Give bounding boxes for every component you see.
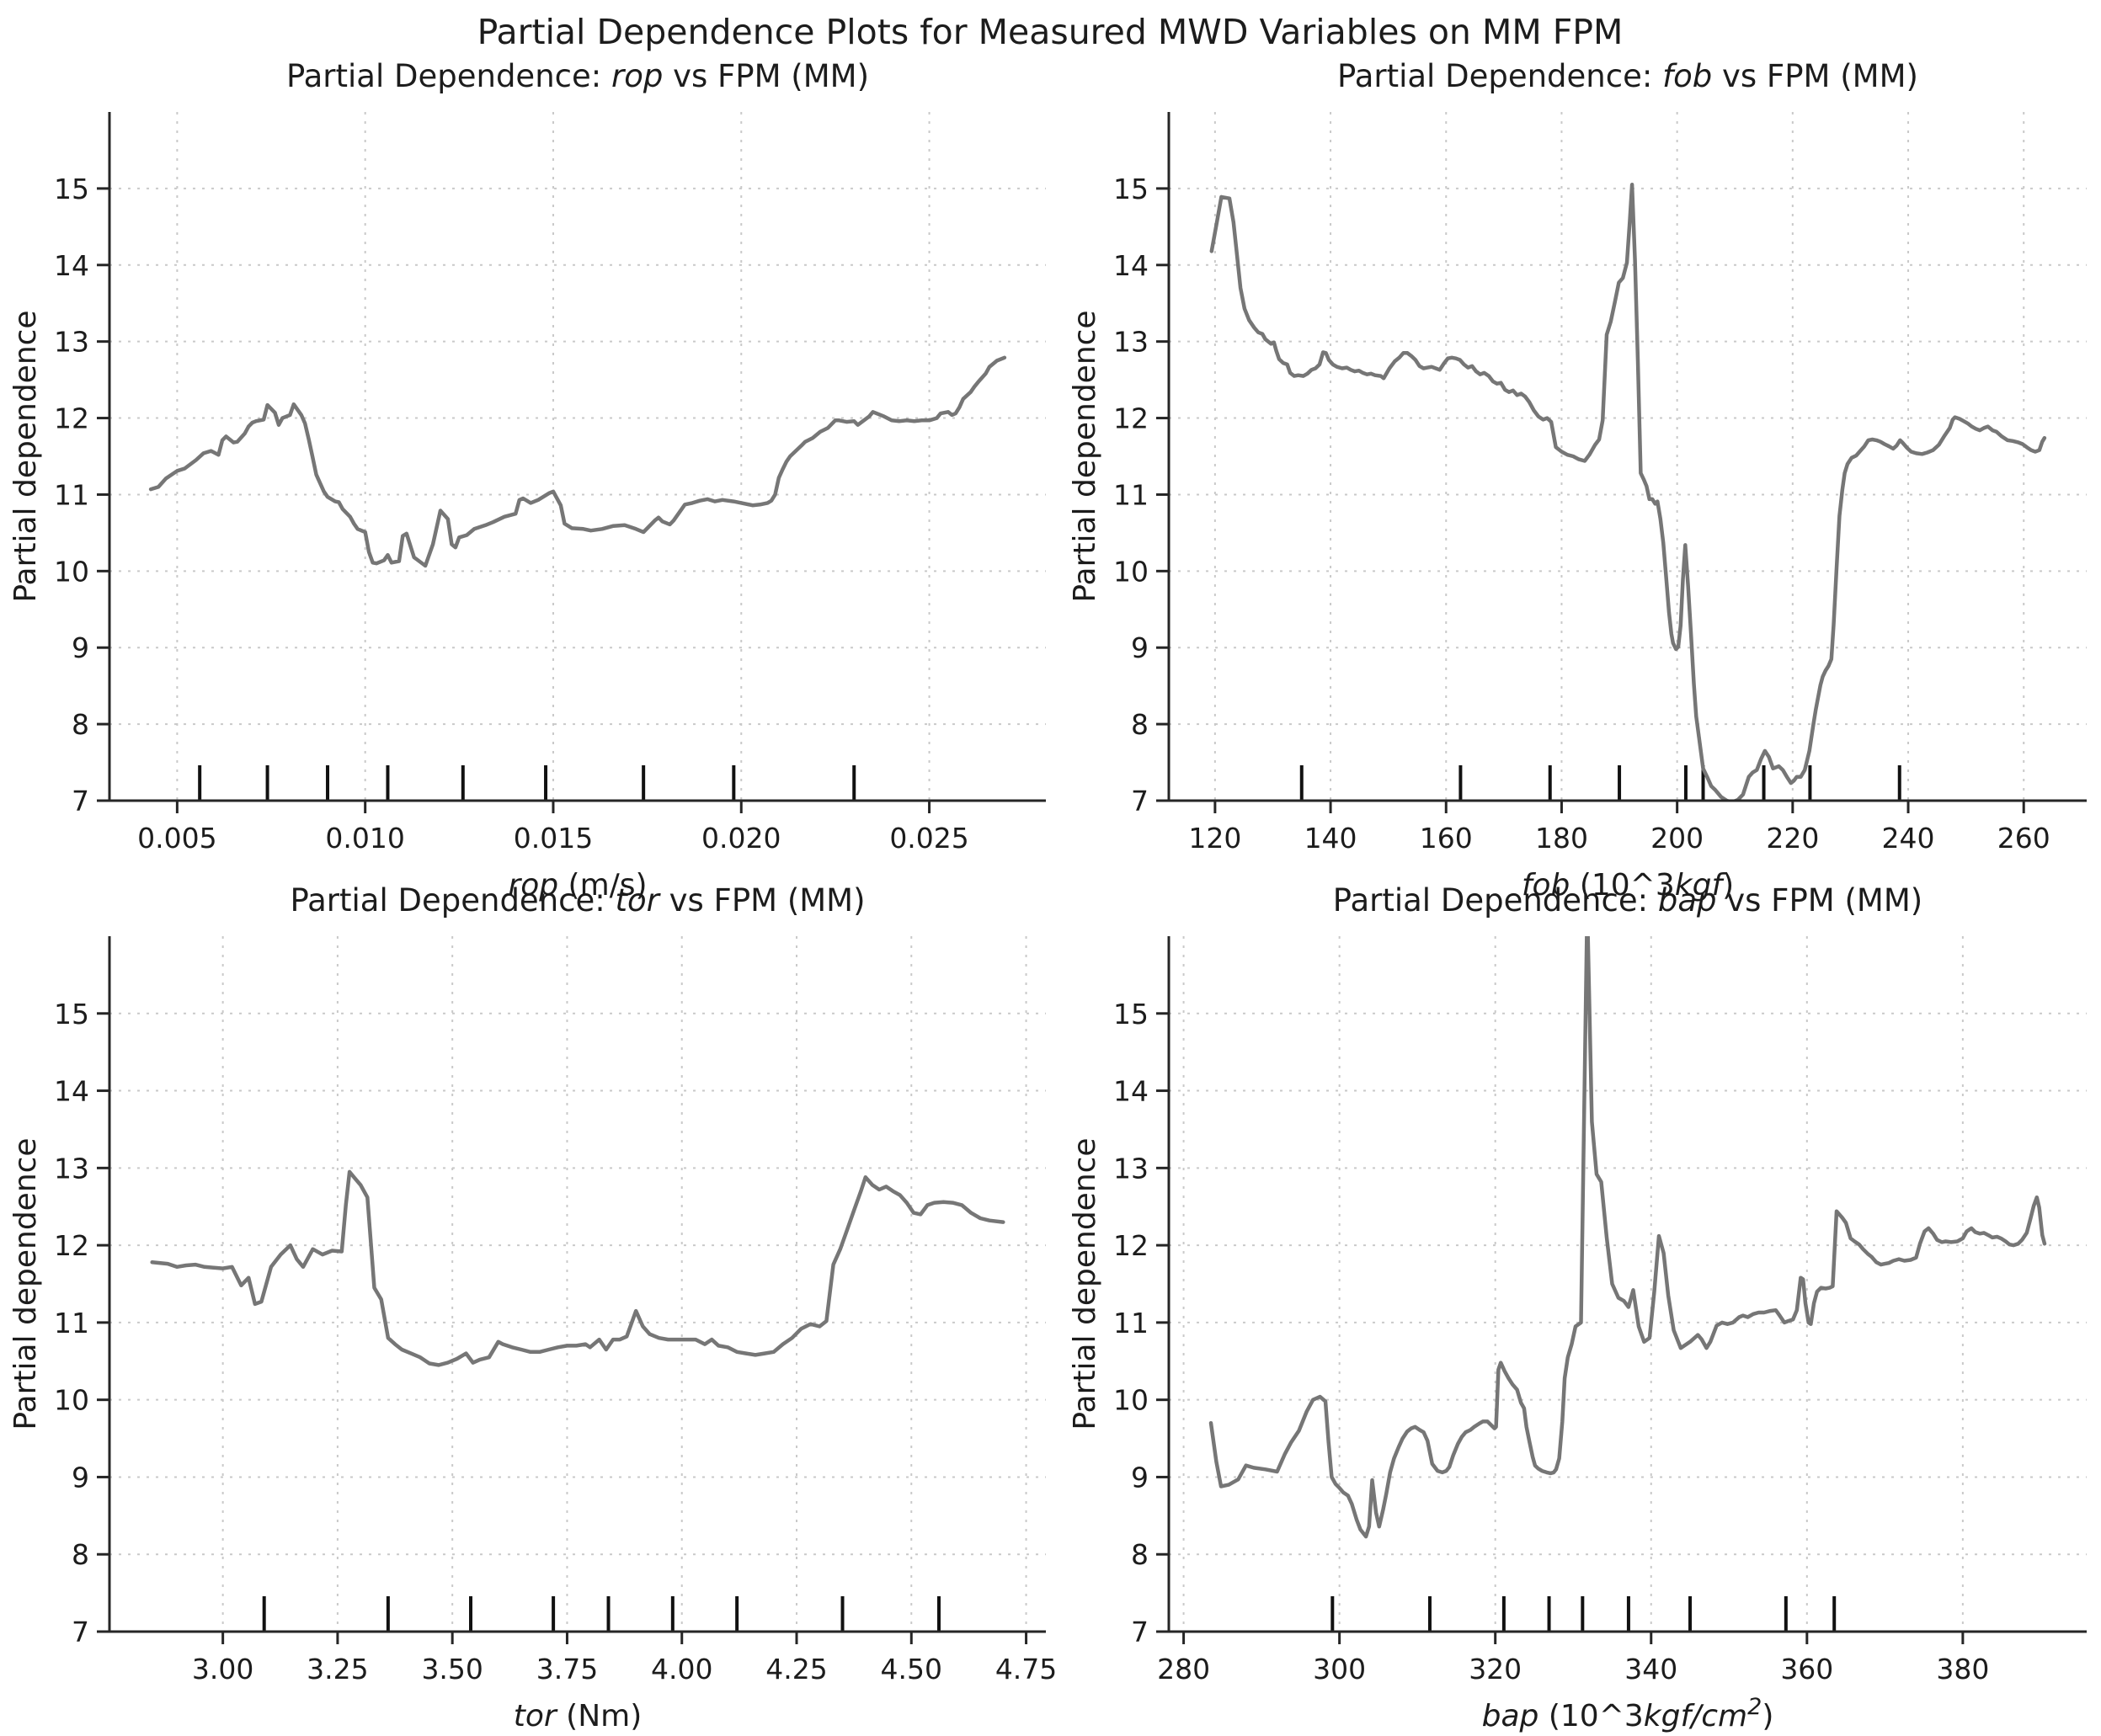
x-axis-label-tor: tor (Nm) [514, 1699, 642, 1733]
x-tick-label: 0.025 [889, 822, 968, 855]
y-tick-label: 12 [54, 402, 89, 435]
x-tick-label: 280 [1157, 1653, 1210, 1685]
y-tick-label: 12 [1113, 1229, 1149, 1262]
pd-line-tor [150, 1169, 1005, 1367]
grid-rop [109, 112, 1046, 801]
x-tick-label: 260 [1997, 822, 2050, 855]
y-tick-label: 15 [1113, 998, 1149, 1030]
subplot-title-bap: Partial Dependence: bap vs FPM (MM) [1333, 882, 1922, 919]
y-tick-label: 8 [72, 708, 89, 741]
y-tick-label: 9 [72, 1461, 89, 1494]
y-tick-label: 15 [54, 998, 89, 1030]
ticks-rop: 0.005 0.010 0.015 0.020 0.025 7 8 9 10 11 12 13 14 15 [54, 173, 969, 855]
subplot-bap: 280 300 320 340 360 380 7 8 9 10 11 12 13 14 15 Partial… [1068, 882, 2087, 1733]
x-tick-label: 360 [1780, 1653, 1833, 1685]
x-tick-label: 140 [1304, 822, 1357, 855]
y-tick-label: 8 [1131, 1538, 1149, 1571]
x-tick-label: 0.005 [137, 822, 216, 855]
y-tick-label: 15 [54, 173, 89, 205]
x-tick-label: 4.00 [651, 1653, 712, 1685]
y-tick-label: 13 [54, 326, 89, 359]
x-axis-label-rop: rop (m/s) [508, 868, 647, 903]
x-tick-label: 4.75 [995, 1653, 1057, 1685]
y-tick-label: 7 [72, 785, 89, 817]
x-tick-label: 4.50 [881, 1653, 942, 1685]
subplot-title-tor: Partial Dependence: tor vs FPM (MM) [290, 882, 865, 919]
y-tick-label: 11 [1113, 478, 1149, 511]
x-tick-label: 3.75 [536, 1653, 598, 1685]
x-tick-label: 0.015 [514, 822, 593, 855]
ticks-tor: 3.00 3.25 3.50 3.75 4.00 4.25 4.50 4.75 7 8 9 10 11 1… [54, 998, 1057, 1685]
y-tick-label: 8 [72, 1538, 89, 1571]
y-tick-label: 11 [1113, 1307, 1149, 1339]
x-tick-label: 0.010 [325, 822, 404, 855]
y-tick-label: 10 [1113, 555, 1149, 588]
x-tick-label: 0.020 [701, 822, 781, 855]
subplot-fob: 120 140 160 180 200 220 240 260 7 8 9 10 11 12 13 14 15 P… [1068, 58, 2087, 903]
y-axis-label-bap: Partial dependence [1068, 1137, 1102, 1430]
x-tick-label: 3.00 [192, 1653, 253, 1685]
x-tick-label: 220 [1766, 822, 1819, 855]
grid-bap [1169, 936, 2087, 1632]
subplot-rop: 0.005 0.010 0.015 0.020 0.025 7 8 9 10 11 12 13 14 15… [8, 58, 1046, 903]
y-axis-label-tor: Partial dependence [8, 1137, 43, 1430]
subplot-tor: 3.00 3.25 3.50 3.75 4.00 4.25 4.50 4.75 7 8 9 10 11 1… [8, 882, 1057, 1733]
y-tick-label: 12 [54, 1229, 89, 1262]
y-tick-label: 8 [1131, 708, 1149, 741]
grid-fob [1169, 112, 2087, 801]
subplot-title-rop: Partial Dependence: rop vs FPM (MM) [286, 58, 869, 94]
rug-marks-fob [1299, 765, 1901, 801]
y-tick-label: 10 [54, 555, 89, 588]
ticks-bap: 280 300 320 340 360 380 7 8 9 10 11 12 13 14 15 [1113, 998, 1989, 1685]
x-tick-label: 120 [1188, 822, 1241, 855]
y-tick-label: 14 [1113, 1075, 1149, 1108]
y-axis-label-fob: Partial dependence [1068, 310, 1102, 602]
y-tick-label: 7 [1131, 1616, 1149, 1648]
pd-line-rop [148, 355, 1007, 568]
x-tick-label: 320 [1469, 1653, 1522, 1685]
y-tick-label: 9 [1131, 631, 1149, 664]
y-axis-label-rop: Partial dependence [8, 310, 43, 602]
x-tick-label: 380 [1936, 1653, 1989, 1685]
x-tick-label: 3.25 [307, 1653, 368, 1685]
x-tick-label: 200 [1650, 822, 1704, 855]
y-tick-label: 7 [72, 1616, 89, 1648]
x-tick-label: 160 [1420, 822, 1473, 855]
subplots-container: 0.005 0.010 0.015 0.020 0.025 7 8 9 10 11 12 13 14 15… [8, 58, 2087, 1733]
y-tick-label: 9 [72, 631, 89, 664]
y-tick-label: 10 [1113, 1384, 1149, 1417]
y-tick-label: 12 [1113, 402, 1149, 435]
x-tick-label: 340 [1624, 1653, 1677, 1685]
pd-line-bap [1208, 936, 2047, 1539]
x-tick-label: 4.25 [765, 1653, 827, 1685]
x-tick-label: 180 [1535, 822, 1588, 855]
y-tick-label: 10 [54, 1384, 89, 1417]
x-axis-label-bap: bap (10^3kgf/cm2) [1482, 1694, 1774, 1733]
subplot-title-fob: Partial Dependence: fob vs FPM (MM) [1337, 58, 1918, 94]
y-tick-label: 7 [1131, 785, 1149, 817]
y-tick-label: 11 [54, 478, 89, 511]
figure-suptitle: Partial Dependence Plots for Measured MW… [477, 12, 1624, 52]
y-tick-label: 14 [54, 249, 89, 282]
rug-marks-bap [1330, 1596, 1837, 1632]
y-tick-label: 13 [54, 1152, 89, 1185]
pd-line-fob [1209, 183, 2047, 801]
y-tick-label: 9 [1131, 1461, 1149, 1494]
y-tick-label: 13 [1113, 326, 1149, 359]
rug-marks-rop [198, 765, 856, 801]
y-tick-label: 14 [54, 1075, 89, 1108]
x-tick-label: 300 [1313, 1653, 1366, 1685]
y-tick-label: 11 [54, 1307, 89, 1339]
ticks-fob: 120 140 160 180 200 220 240 260 7 8 9 10 11 12 13 14 15 [1113, 173, 2050, 855]
x-tick-label: 3.50 [421, 1653, 483, 1685]
rug-marks-tor [262, 1596, 941, 1632]
y-tick-label: 15 [1113, 173, 1149, 205]
y-tick-label: 13 [1113, 1152, 1149, 1185]
x-axis-label-fob: fob (10^3kgf) [1522, 868, 1734, 903]
x-tick-label: 240 [1882, 822, 1935, 855]
y-tick-label: 14 [1113, 249, 1149, 282]
